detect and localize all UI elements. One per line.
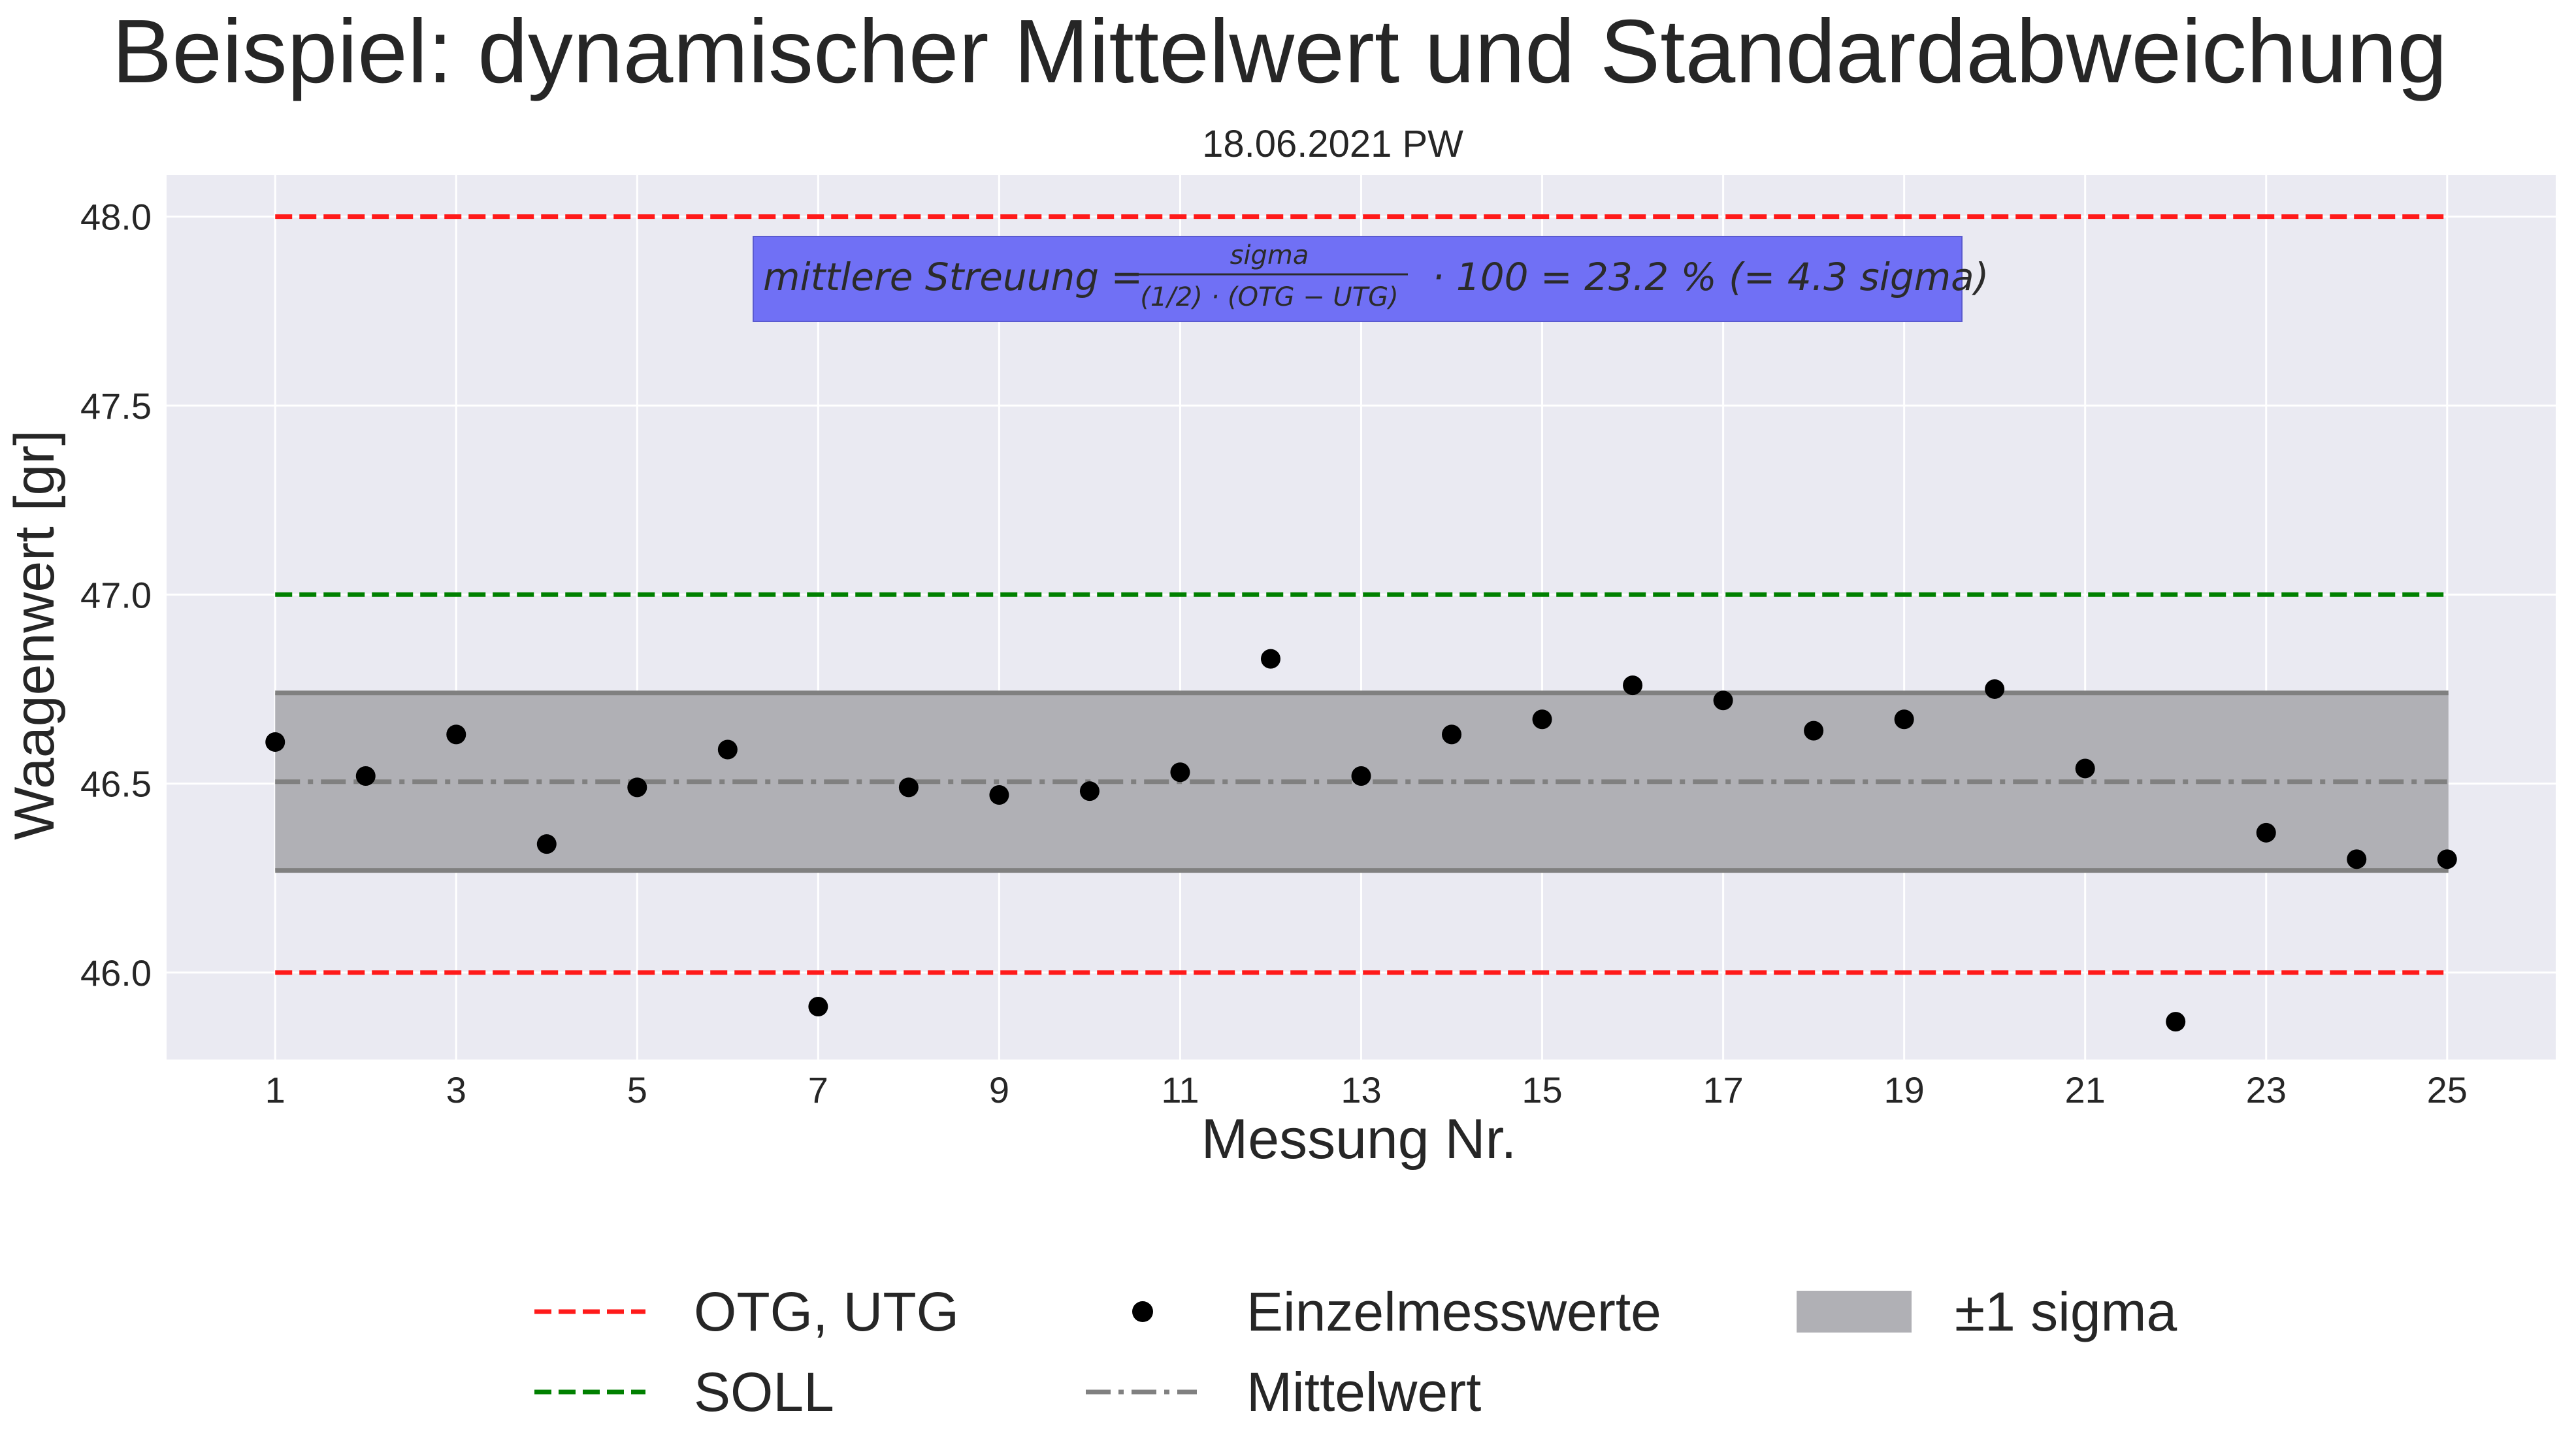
- legend-label-soll: SOLL: [694, 1361, 834, 1423]
- tick-labels: 1 3 5 7 9 11 13 15 17 19 21 23 2546.046.547.047.548.…: [80, 197, 2468, 1110]
- chart-title: Beispiel: dynamischer Mittelwert und Sta…: [112, 1, 2447, 102]
- annotation-suffix: · 100 = 23.2 % (= 4.3 sigma): [1432, 255, 1989, 299]
- data-point: [717, 739, 738, 760]
- data-point: [355, 766, 376, 786]
- legend-label-einzelmesswerte: Einzelmesswerte: [1247, 1281, 1661, 1342]
- x-tick-label: 13: [1341, 1069, 1381, 1110]
- legend-label-otg-utg: OTG, UTG: [694, 1281, 959, 1342]
- legend-label-sigma: ±1 sigma: [1955, 1281, 2177, 1342]
- data-point: [1170, 762, 1190, 783]
- grid: [167, 175, 2556, 1060]
- x-tick-label: 1: [265, 1069, 285, 1110]
- data-point: [627, 777, 647, 798]
- data-point: [2166, 1012, 2186, 1032]
- y-tick-label: 47.5: [80, 385, 152, 427]
- data-point: [446, 724, 466, 745]
- data-point: [2075, 758, 2095, 779]
- legend-label-mittelwert: Mittelwert: [1247, 1361, 1481, 1423]
- data-point: [2437, 849, 2457, 869]
- x-tick-label: 25: [2427, 1069, 2468, 1110]
- legend: OTG, UTG SOLL Einzelmesswerte Mittelwert…: [534, 1281, 2177, 1423]
- x-tick-label: 21: [2065, 1069, 2106, 1110]
- data-point: [2347, 849, 2367, 869]
- data-point: [1713, 690, 1733, 711]
- data-point: [1351, 766, 1371, 786]
- y-tick-label: 47.0: [80, 574, 152, 615]
- x-tick-label: 9: [989, 1069, 1009, 1110]
- annotation-box: mittlere Streuung = sigma (1/2) · (OTG −…: [753, 236, 1989, 322]
- x-tick-label: 15: [1522, 1069, 1562, 1110]
- x-tick-label: 19: [1883, 1069, 1924, 1110]
- y-tick-label: 48.0: [80, 197, 152, 238]
- data-point: [1985, 679, 2005, 699]
- x-tick-label: 17: [1703, 1069, 1743, 1110]
- data-point: [1623, 675, 1643, 696]
- data-point: [2256, 822, 2276, 843]
- data-point: [1442, 724, 1462, 745]
- legend-swatch-sigma: [1797, 1291, 1912, 1333]
- data-point: [808, 996, 828, 1016]
- annotation-background: [753, 236, 1963, 322]
- annotation-denominator: (1/2) · (OTG − UTG): [1140, 282, 1399, 312]
- annotation-numerator: sigma: [1230, 240, 1309, 270]
- annotation-prefix: mittlere Streuung =: [763, 255, 1143, 299]
- x-axis-label: Messung Nr.: [1201, 1108, 1517, 1171]
- chart-subtitle: 18.06.2021 PW: [1202, 123, 1463, 165]
- x-tick-label: 23: [2246, 1069, 2287, 1110]
- data-point: [1260, 649, 1280, 669]
- x-tick-label: 3: [446, 1069, 466, 1110]
- data-point: [1804, 720, 1824, 741]
- y-axis-label: Waagenwert [gr]: [3, 430, 66, 840]
- data-point: [1079, 781, 1100, 801]
- data-point: [898, 777, 919, 798]
- data-point: [1532, 709, 1552, 730]
- x-tick-label: 11: [1161, 1069, 1199, 1110]
- y-tick-label: 46.0: [80, 952, 152, 994]
- data-point: [989, 785, 1009, 805]
- data-points: [265, 649, 2457, 1032]
- data-point: [536, 834, 557, 854]
- x-tick-label: 7: [808, 1069, 828, 1110]
- legend-swatch-einzelmesswerte: [1132, 1301, 1153, 1322]
- data-point: [265, 732, 285, 752]
- x-tick-label: 5: [627, 1069, 647, 1110]
- y-tick-label: 46.5: [80, 764, 152, 805]
- data-point: [1894, 709, 1914, 730]
